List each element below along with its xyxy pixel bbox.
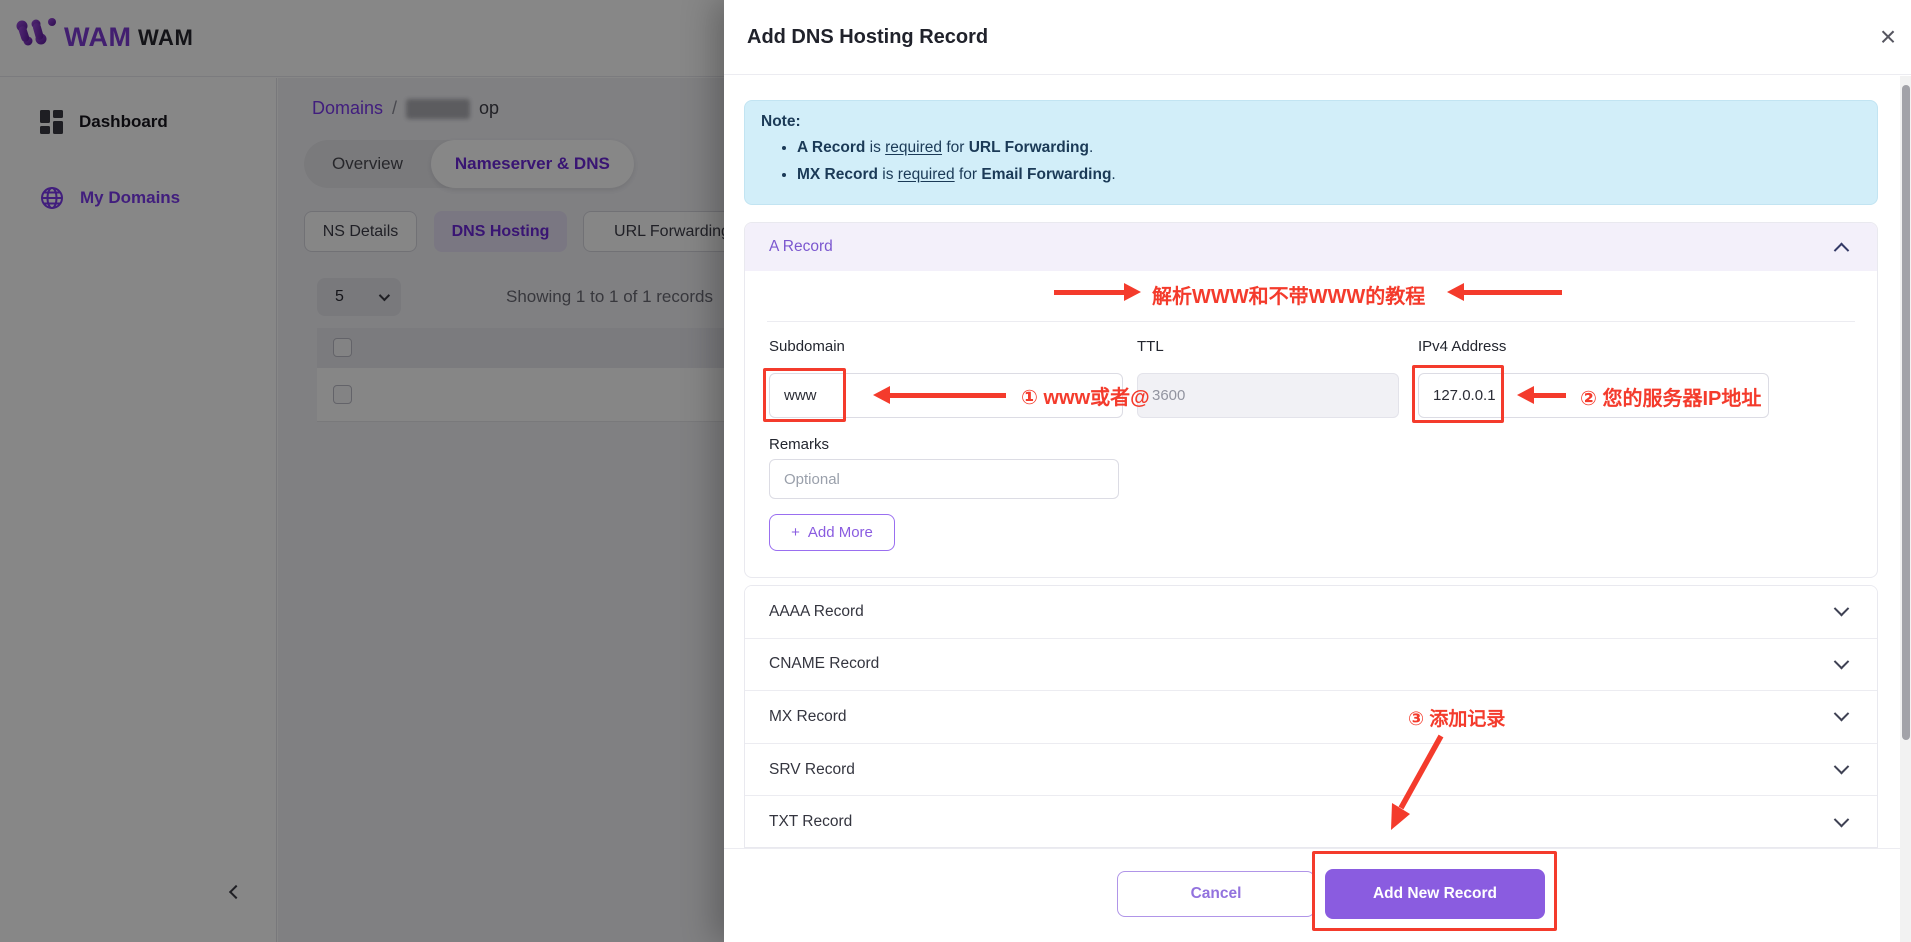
- row-checkbox[interactable]: [333, 385, 352, 404]
- annotation-step1: ① www或者@: [1021, 387, 1150, 409]
- chevron-down-icon: [1833, 811, 1850, 828]
- breadcrumb-domain-tail: op: [479, 98, 500, 118]
- ipv4-highlight-box: [1412, 365, 1504, 423]
- tab-label: Nameserver & DNS: [454, 154, 610, 173]
- red-arrow-left-icon: [1517, 386, 1566, 404]
- logo-wordmark: WAM: [64, 22, 132, 52]
- tab-label: Overview: [332, 154, 403, 173]
- tab-ns-details[interactable]: NS Details: [304, 211, 417, 252]
- tab-overview[interactable]: Overview: [304, 140, 431, 188]
- accordion-label: AAAA Record: [769, 602, 864, 620]
- record-accordion-list: AAAA Record CNAME Record MX Record SRV R…: [744, 585, 1878, 848]
- add-more-label: Add More: [807, 524, 873, 541]
- aaaa-record-accordion-header[interactable]: AAAA Record: [745, 586, 1877, 639]
- chevron-down-icon: [1833, 653, 1850, 670]
- sidebar-item-label: Dashboard: [79, 112, 168, 131]
- note-line-a-record: A Record is required for URL Forwarding.: [797, 134, 1861, 161]
- ttl-input: [1137, 373, 1399, 418]
- chevron-down-icon: [1833, 706, 1850, 722]
- accordion-label: SRV Record: [769, 760, 855, 778]
- breadcrumb-separator: /: [392, 98, 398, 118]
- sidebar-item-label: My Domains: [80, 188, 181, 207]
- subdomain-highlight-box: [763, 368, 846, 422]
- a-record-section: A Record Subdomain TTL IPv4 Address Rema…: [744, 222, 1878, 578]
- srv-record-accordion-header[interactable]: SRV Record: [745, 743, 1877, 797]
- subdomain-input[interactable]: [769, 373, 1123, 418]
- ipv4-address-input[interactable]: [1418, 373, 1769, 418]
- sidebar-item-dashboard[interactable]: Dashboard: [0, 100, 277, 144]
- red-arrow-left-icon: [873, 386, 1006, 404]
- note-heading: Note:: [761, 113, 801, 130]
- mx-record-accordion-header[interactable]: MX Record: [745, 691, 1877, 744]
- chevron-down-icon: [1833, 601, 1850, 617]
- note-line-mx-record: MX Record is required for Email Forwardi…: [797, 161, 1861, 188]
- scrollbar-thumb[interactable]: [1901, 85, 1910, 740]
- add-more-button[interactable]: + Add More: [769, 514, 895, 551]
- breadcrumb-domains-link[interactable]: Domains: [312, 98, 384, 118]
- plus-icon: +: [791, 524, 800, 541]
- close-icon[interactable]: ×: [1879, 21, 1897, 52]
- wam-logo-icon: [16, 18, 56, 46]
- select-all-checkbox[interactable]: [333, 338, 352, 357]
- page-size-select[interactable]: 5: [317, 278, 401, 316]
- app-name: WAM: [138, 25, 194, 50]
- tab-label: DNS Hosting: [451, 222, 550, 240]
- a-record-accordion-header[interactable]: A Record: [745, 223, 1877, 271]
- modal-title: Add DNS Hosting Record: [747, 26, 989, 48]
- note-box: Note: A Record is required for URL Forwa…: [744, 100, 1878, 205]
- redacted-domain-name: [406, 98, 471, 119]
- ttl-label: TTL: [1137, 338, 1164, 355]
- red-arrow-right-icon: [1054, 283, 1141, 301]
- tab-dns-hosting[interactable]: DNS Hosting: [434, 211, 567, 252]
- globe-icon: [41, 187, 63, 209]
- divider: [767, 321, 1855, 322]
- page-size-value: 5: [335, 288, 344, 305]
- accordion-label: TXT Record: [769, 813, 853, 831]
- sidebar: Dashboard My Domains: [0, 78, 277, 942]
- view-tab-group: Overview Nameserver & DNS: [304, 140, 634, 188]
- remarks-input[interactable]: [769, 459, 1119, 499]
- accordion-label: MX Record: [769, 707, 847, 725]
- red-arrow-left-icon: [1447, 283, 1562, 301]
- cname-record-accordion-header[interactable]: CNAME Record: [745, 638, 1877, 692]
- chevron-up-icon: [1833, 242, 1850, 258]
- tab-label: URL Forwarding: [614, 222, 730, 240]
- txt-record-accordion-header[interactable]: TXT Record: [745, 796, 1877, 847]
- tab-nameserver-dns[interactable]: Nameserver & DNS: [430, 140, 634, 188]
- a-record-title: A Record: [769, 238, 833, 255]
- dashboard-icon: [40, 110, 63, 134]
- accordion-label: CNAME Record: [769, 655, 880, 673]
- modal-header: Add DNS Hosting Record ×: [724, 0, 1911, 75]
- breadcrumb: Domains / op: [312, 98, 499, 119]
- add-new-record-button[interactable]: Add New Record: [1325, 869, 1545, 919]
- ipv4-address-label: IPv4 Address: [1418, 338, 1507, 355]
- annotation-step2: ② 您的服务器IP地址: [1580, 388, 1762, 410]
- sidebar-item-my-domains[interactable]: My Domains: [0, 176, 277, 220]
- remarks-label: Remarks: [769, 436, 830, 453]
- tab-label: NS Details: [322, 222, 399, 240]
- chevron-down-icon: [1833, 758, 1850, 775]
- records-summary: Showing 1 to 1 of 1 records: [506, 287, 713, 306]
- annotation-step3: ③ 添加记录: [1408, 709, 1506, 730]
- submit-highlight-box: [1312, 851, 1557, 931]
- red-arrow-diagonal-icon: [1391, 734, 1444, 830]
- subdomain-label: Subdomain: [769, 338, 845, 355]
- annotation-tutorial: 解析WWW和不带WWW的教程: [1152, 286, 1426, 308]
- add-dns-record-modal: Add DNS Hosting Record × Note: A Record …: [724, 0, 1911, 942]
- cancel-button[interactable]: Cancel: [1117, 871, 1315, 917]
